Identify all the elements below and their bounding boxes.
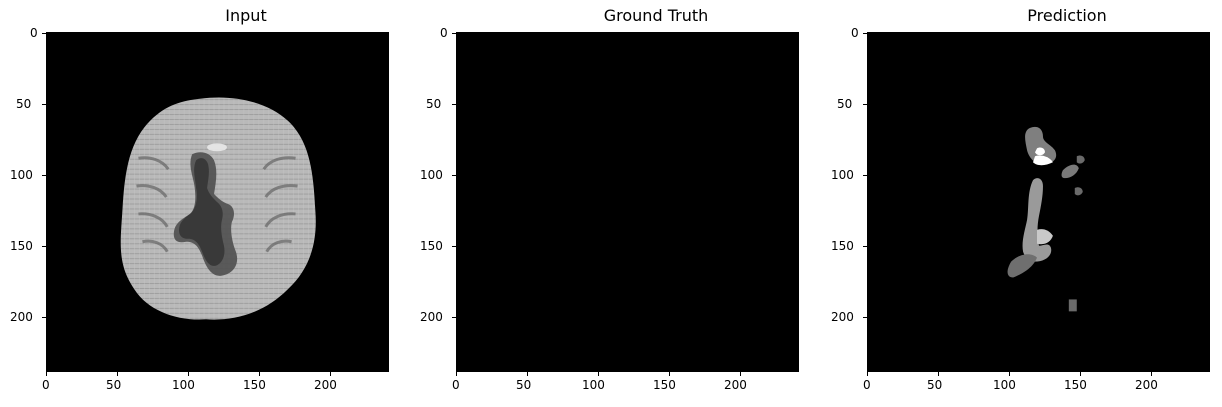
- x-tick-label: 50: [516, 378, 532, 392]
- x-tick-mark: [46, 372, 47, 376]
- y-tick-label: 150: [10, 239, 33, 253]
- x-tick-label: 0: [863, 378, 871, 392]
- x-tick-mark: [598, 372, 599, 376]
- y-tick-mark: [863, 317, 867, 318]
- prediction-panel: Prediction 0 50 100 150 200 0 50 100 1: [831, 0, 1222, 407]
- x-tick-mark: [527, 372, 528, 376]
- x-tick-mark: [740, 372, 741, 376]
- y-tick-mark: [863, 175, 867, 176]
- x-tick-label: 200: [724, 378, 747, 392]
- y-tick-label: 150: [831, 239, 854, 253]
- x-tick-label: 200: [314, 378, 337, 392]
- y-tick-label: 50: [16, 97, 32, 111]
- y-tick-label: 200: [831, 310, 854, 324]
- x-tick-mark: [1151, 372, 1152, 376]
- y-tick-mark: [42, 33, 46, 34]
- panel-title: Input: [225, 6, 267, 25]
- x-tick-mark: [867, 372, 868, 376]
- x-tick-label: 0: [42, 378, 50, 392]
- ground-truth-panel: Ground Truth 0 50 100 150 200 0 50 100 1…: [420, 0, 856, 407]
- y-tick-label: 200: [420, 310, 443, 324]
- x-tick-label: 200: [1135, 378, 1158, 392]
- y-tick-mark: [452, 33, 456, 34]
- x-tick-label: 150: [653, 378, 676, 392]
- x-tick-mark: [1080, 372, 1081, 376]
- panel-title: Ground Truth: [603, 6, 709, 25]
- y-tick-mark: [452, 104, 456, 105]
- x-tick-label: 0: [452, 378, 460, 392]
- input-image: [46, 32, 389, 372]
- y-tick-label: 50: [837, 97, 853, 111]
- x-tick-mark: [117, 372, 118, 376]
- x-tick-label: 100: [993, 378, 1016, 392]
- y-tick-mark: [42, 246, 46, 247]
- y-tick-mark: [452, 246, 456, 247]
- y-tick-mark: [42, 175, 46, 176]
- x-tick-label: 100: [172, 378, 195, 392]
- x-tick-label: 50: [106, 378, 122, 392]
- y-tick-label: 100: [831, 168, 854, 182]
- y-tick-label: 50: [426, 97, 442, 111]
- x-tick-label: 100: [582, 378, 605, 392]
- x-tick-mark: [259, 372, 260, 376]
- y-tick-label: 200: [10, 310, 33, 324]
- x-tick-mark: [938, 372, 939, 376]
- prediction-image: [867, 32, 1210, 372]
- y-tick-mark: [42, 104, 46, 105]
- segmentation-prediction: [1007, 126, 1085, 312]
- brain-mri-image: [120, 97, 316, 320]
- input-panel: Input 0 50 100 150 200: [10, 0, 446, 407]
- y-tick-label: 100: [10, 168, 33, 182]
- x-tick-mark: [188, 372, 189, 376]
- x-tick-mark: [456, 372, 457, 376]
- x-tick-mark: [1009, 372, 1010, 376]
- x-tick-label: 50: [927, 378, 943, 392]
- x-tick-mark: [330, 372, 331, 376]
- x-tick-mark: [669, 372, 670, 376]
- y-tick-mark: [452, 175, 456, 176]
- y-tick-label: 0: [30, 26, 38, 40]
- x-tick-label: 150: [243, 378, 266, 392]
- y-tick-label: 0: [440, 26, 448, 40]
- y-tick-mark: [863, 33, 867, 34]
- y-tick-label: 0: [851, 26, 859, 40]
- x-tick-label: 150: [1064, 378, 1087, 392]
- y-tick-mark: [42, 317, 46, 318]
- y-tick-label: 150: [420, 239, 443, 253]
- y-tick-mark: [452, 317, 456, 318]
- y-tick-mark: [863, 246, 867, 247]
- ground-truth-image: [456, 32, 799, 372]
- y-tick-label: 100: [420, 168, 443, 182]
- y-tick-mark: [863, 104, 867, 105]
- panel-title: Prediction: [1027, 6, 1107, 25]
